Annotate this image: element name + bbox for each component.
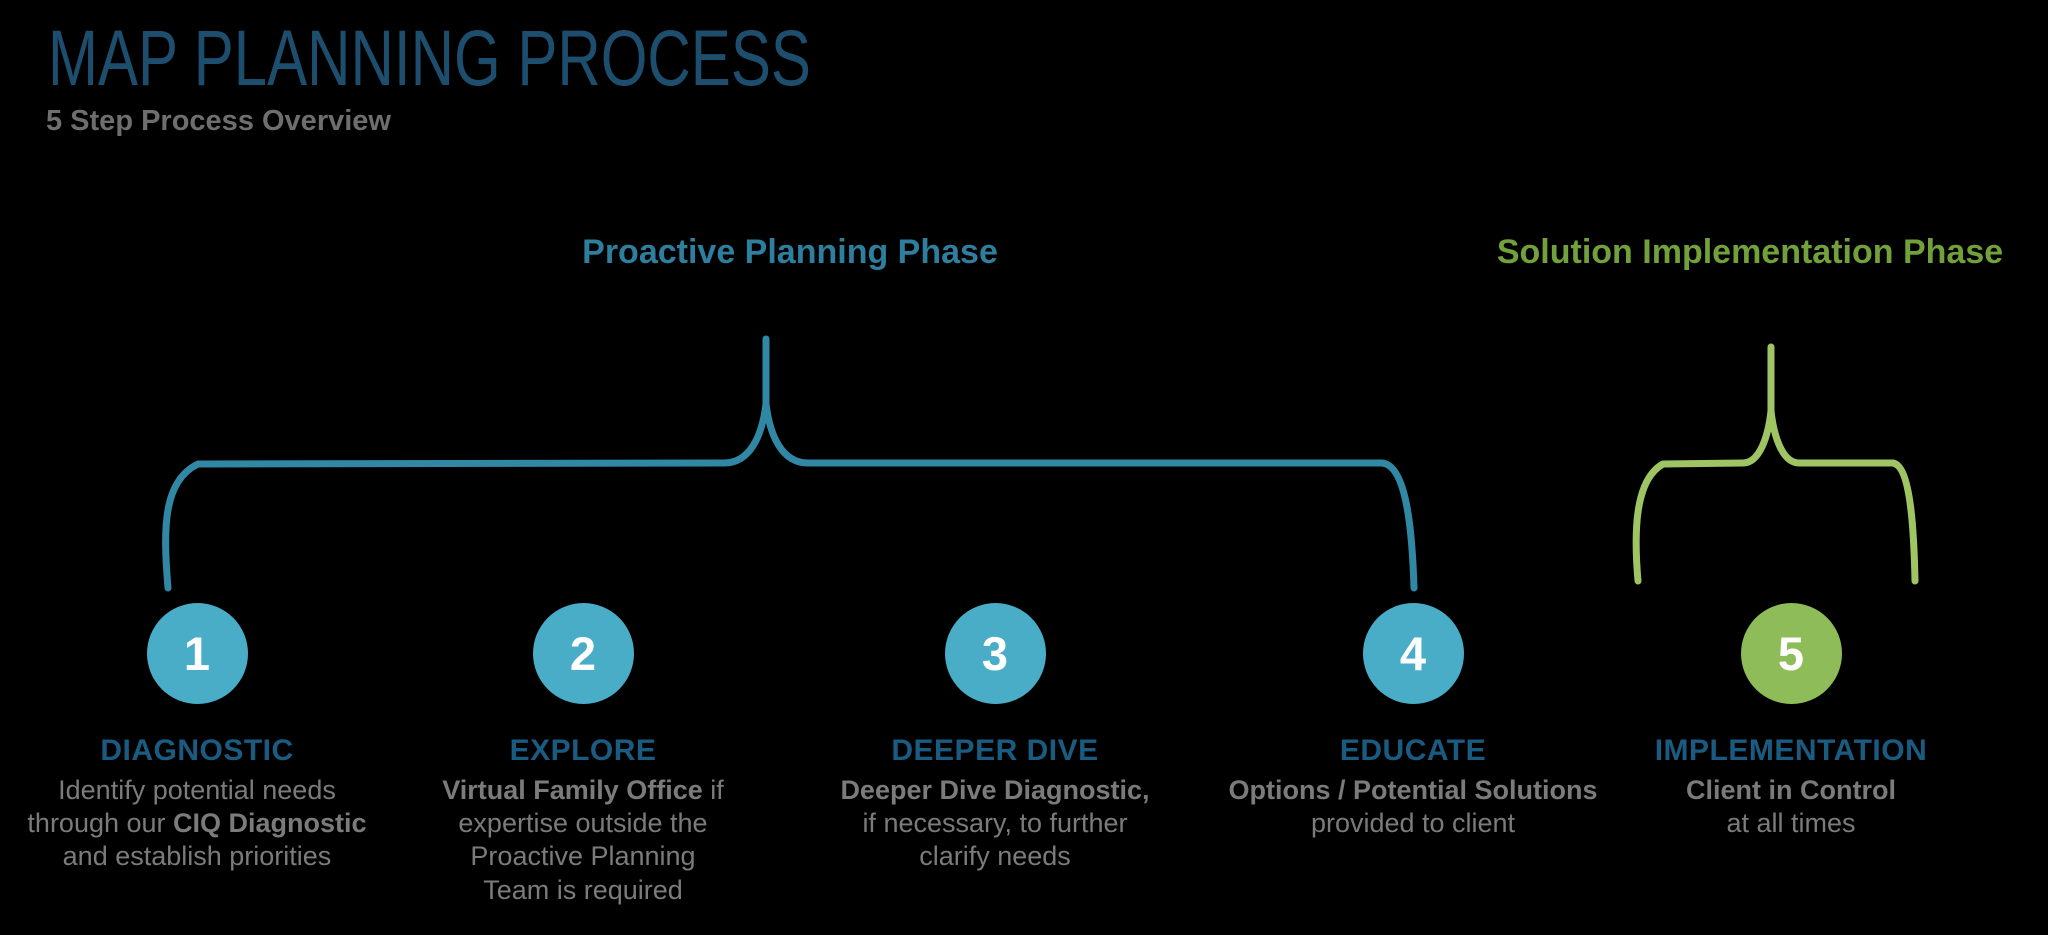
proactive-phase-label: Proactive Planning Phase: [582, 233, 998, 271]
step-description-line: Proactive Planning: [470, 841, 696, 872]
step-description-line: Client in Control: [1686, 774, 1896, 805]
process-step: 3 DEEPER DIVE Deeper Dive Diagnostic, if …: [775, 603, 1215, 874]
step-description-line: Team is required: [483, 874, 683, 905]
step-description-line: expertise outside the: [458, 807, 708, 838]
page-subtitle: 5 Step Process Overview: [46, 105, 391, 137]
step-name: IMPLEMENTATION: [1654, 734, 1928, 767]
step-number: 4: [1399, 627, 1427, 680]
step-description: Identify potential needs through our CIQ …: [27, 774, 366, 874]
proactive-brace: [162, 335, 1418, 592]
step-description-line: through our CIQ Diagnostic: [27, 807, 367, 838]
step-description-line: Virtual Family Office if: [442, 774, 724, 805]
step-number-circle: 5: [1740, 603, 1842, 704]
step-description-line: if necessary, to further: [862, 807, 1128, 838]
process-step: 5 IMPLEMENTATION Client in Control at all…: [1571, 603, 2011, 840]
step-name: DIAGNOSTIC: [100, 734, 294, 767]
step-number-circle: 2: [532, 603, 634, 704]
step-name: DEEPER DIVE: [891, 734, 1099, 767]
step-description-line: Options / Potential Solutions: [1228, 774, 1598, 805]
step-description-line: and establish priorities: [62, 841, 332, 872]
step-number: 1: [183, 627, 211, 680]
process-step: 1 DIAGNOSTIC Identify potential needs thr…: [0, 603, 417, 874]
step-description: Client in Control at all times: [1686, 774, 1896, 841]
step-number: 2: [569, 627, 597, 680]
step-number-circle: 4: [1362, 603, 1464, 704]
step-description-line: at all times: [1726, 807, 1856, 838]
step-description: Options / Potential Solutions provided to…: [1229, 774, 1598, 841]
process-step: 4 EDUCATE Options / Potential Solutions p…: [1193, 603, 1633, 840]
implementation-brace: [1632, 343, 1919, 585]
step-number-circle: 3: [944, 603, 1046, 704]
process-step: 2 EXPLORE Virtual Family Office if expert…: [363, 603, 803, 907]
step-number: 3: [981, 627, 1009, 680]
step-name: EXPLORE: [509, 734, 657, 767]
step-name: EDUCATE: [1339, 734, 1487, 767]
page-title: MAP PLANNING PROCESS: [48, 13, 811, 102]
step-number-circle: 1: [146, 603, 248, 704]
step-description-line: Deeper Dive Diagnostic,: [840, 774, 1150, 805]
step-number: 5: [1777, 627, 1805, 680]
implementation-phase-label: Solution Implementation Phase: [1496, 233, 2004, 271]
step-description-line: Identify potential needs: [58, 774, 336, 805]
step-description-line: clarify needs: [919, 841, 1071, 872]
step-description-line: provided to client: [1310, 807, 1516, 838]
step-description: Virtual Family Office if expertise outsid…: [442, 774, 724, 908]
step-description: Deeper Dive Diagnostic, if necessary, to …: [840, 774, 1149, 874]
